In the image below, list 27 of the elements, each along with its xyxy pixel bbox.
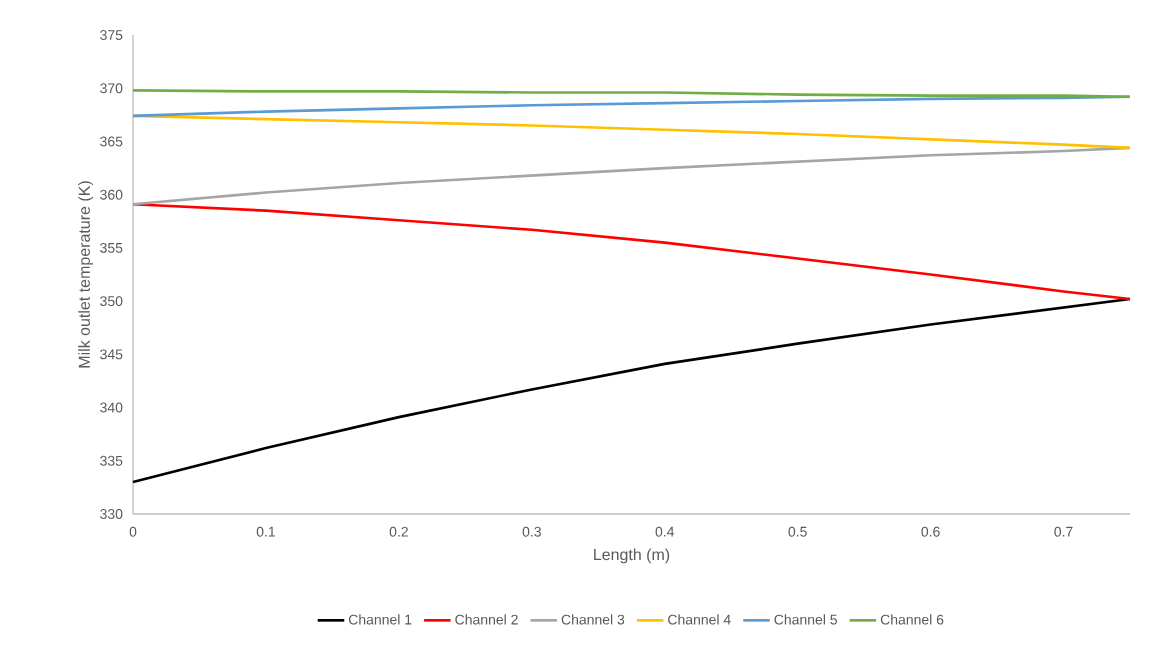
y-tick-label: 330 — [100, 509, 123, 519]
x-tick-label: 0 — [129, 526, 137, 537]
y-tick-label: 345 — [100, 349, 123, 360]
y-tick-label: 360 — [100, 189, 123, 200]
x-tick-label: 0.1 — [256, 526, 275, 537]
legend-label: Channel 6 — [880, 614, 944, 625]
y-axis-title: Milk outlet temperature (K) — [78, 181, 94, 368]
legend-label: Channel 4 — [668, 614, 731, 625]
y-tick-label: 365 — [100, 136, 123, 147]
x-tick-label: 0.6 — [921, 526, 940, 537]
x-tick-label: 0.3 — [522, 526, 541, 537]
line-series — [131, 89, 1132, 99]
legend-label: Channel 1 — [348, 614, 412, 625]
x-tick-label: 0.2 — [389, 526, 408, 537]
y-tick-label: 350 — [100, 296, 123, 307]
x-tick-label: 0.4 — [655, 526, 675, 537]
legend-label: Channel 5 — [774, 614, 837, 625]
y-tick-label: 340 — [100, 402, 123, 413]
y-tick-label: 335 — [100, 455, 123, 466]
y-tick-label: 375 — [100, 30, 123, 40]
x-axis-title: Length (m) — [594, 548, 670, 564]
x-tick-label: 0.5 — [788, 526, 807, 537]
legend-label: Channel 3 — [561, 614, 625, 625]
x-tick-label: 0.7 — [1054, 526, 1073, 537]
y-tick-label: 370 — [100, 83, 123, 94]
y-tick-label: 355 — [100, 242, 123, 253]
legend-label: Channel 2 — [455, 614, 518, 625]
